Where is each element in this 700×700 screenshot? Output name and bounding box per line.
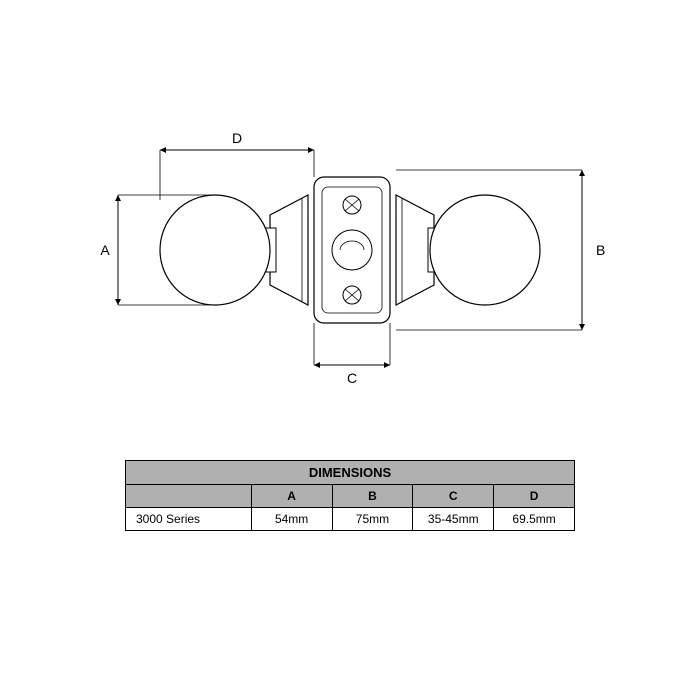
table-col-C: C: [413, 485, 494, 508]
dim-label-D: D: [232, 130, 242, 146]
table-cell-D: 69.5mm: [494, 508, 575, 531]
dimensions-table: DIMENSIONS A B C D 3000 Series 54mm 75mm…: [125, 460, 575, 531]
screw-top: [343, 196, 361, 214]
dim-label-B: B: [596, 242, 605, 258]
right-knob: [430, 195, 540, 305]
technical-diagram: D A B C: [0, 0, 700, 450]
table-cell-A: 54mm: [251, 508, 332, 531]
table-col-D: D: [494, 485, 575, 508]
table-title: DIMENSIONS: [126, 461, 575, 485]
left-knob: [160, 195, 270, 305]
table-row-label: 3000 Series: [126, 508, 252, 531]
dim-label-A: A: [100, 242, 110, 258]
table-corner-cell: [126, 485, 252, 508]
table-cell-C: 35-45mm: [413, 508, 494, 531]
table-col-A: A: [251, 485, 332, 508]
latch-bore: [332, 230, 372, 270]
dimensions-table-container: DIMENSIONS A B C D 3000 Series 54mm 75mm…: [125, 460, 575, 531]
dim-label-C: C: [347, 370, 357, 386]
table-row: 3000 Series 54mm 75mm 35-45mm 69.5mm: [126, 508, 575, 531]
screw-bottom: [343, 286, 361, 304]
table-cell-B: 75mm: [332, 508, 413, 531]
table-col-B: B: [332, 485, 413, 508]
